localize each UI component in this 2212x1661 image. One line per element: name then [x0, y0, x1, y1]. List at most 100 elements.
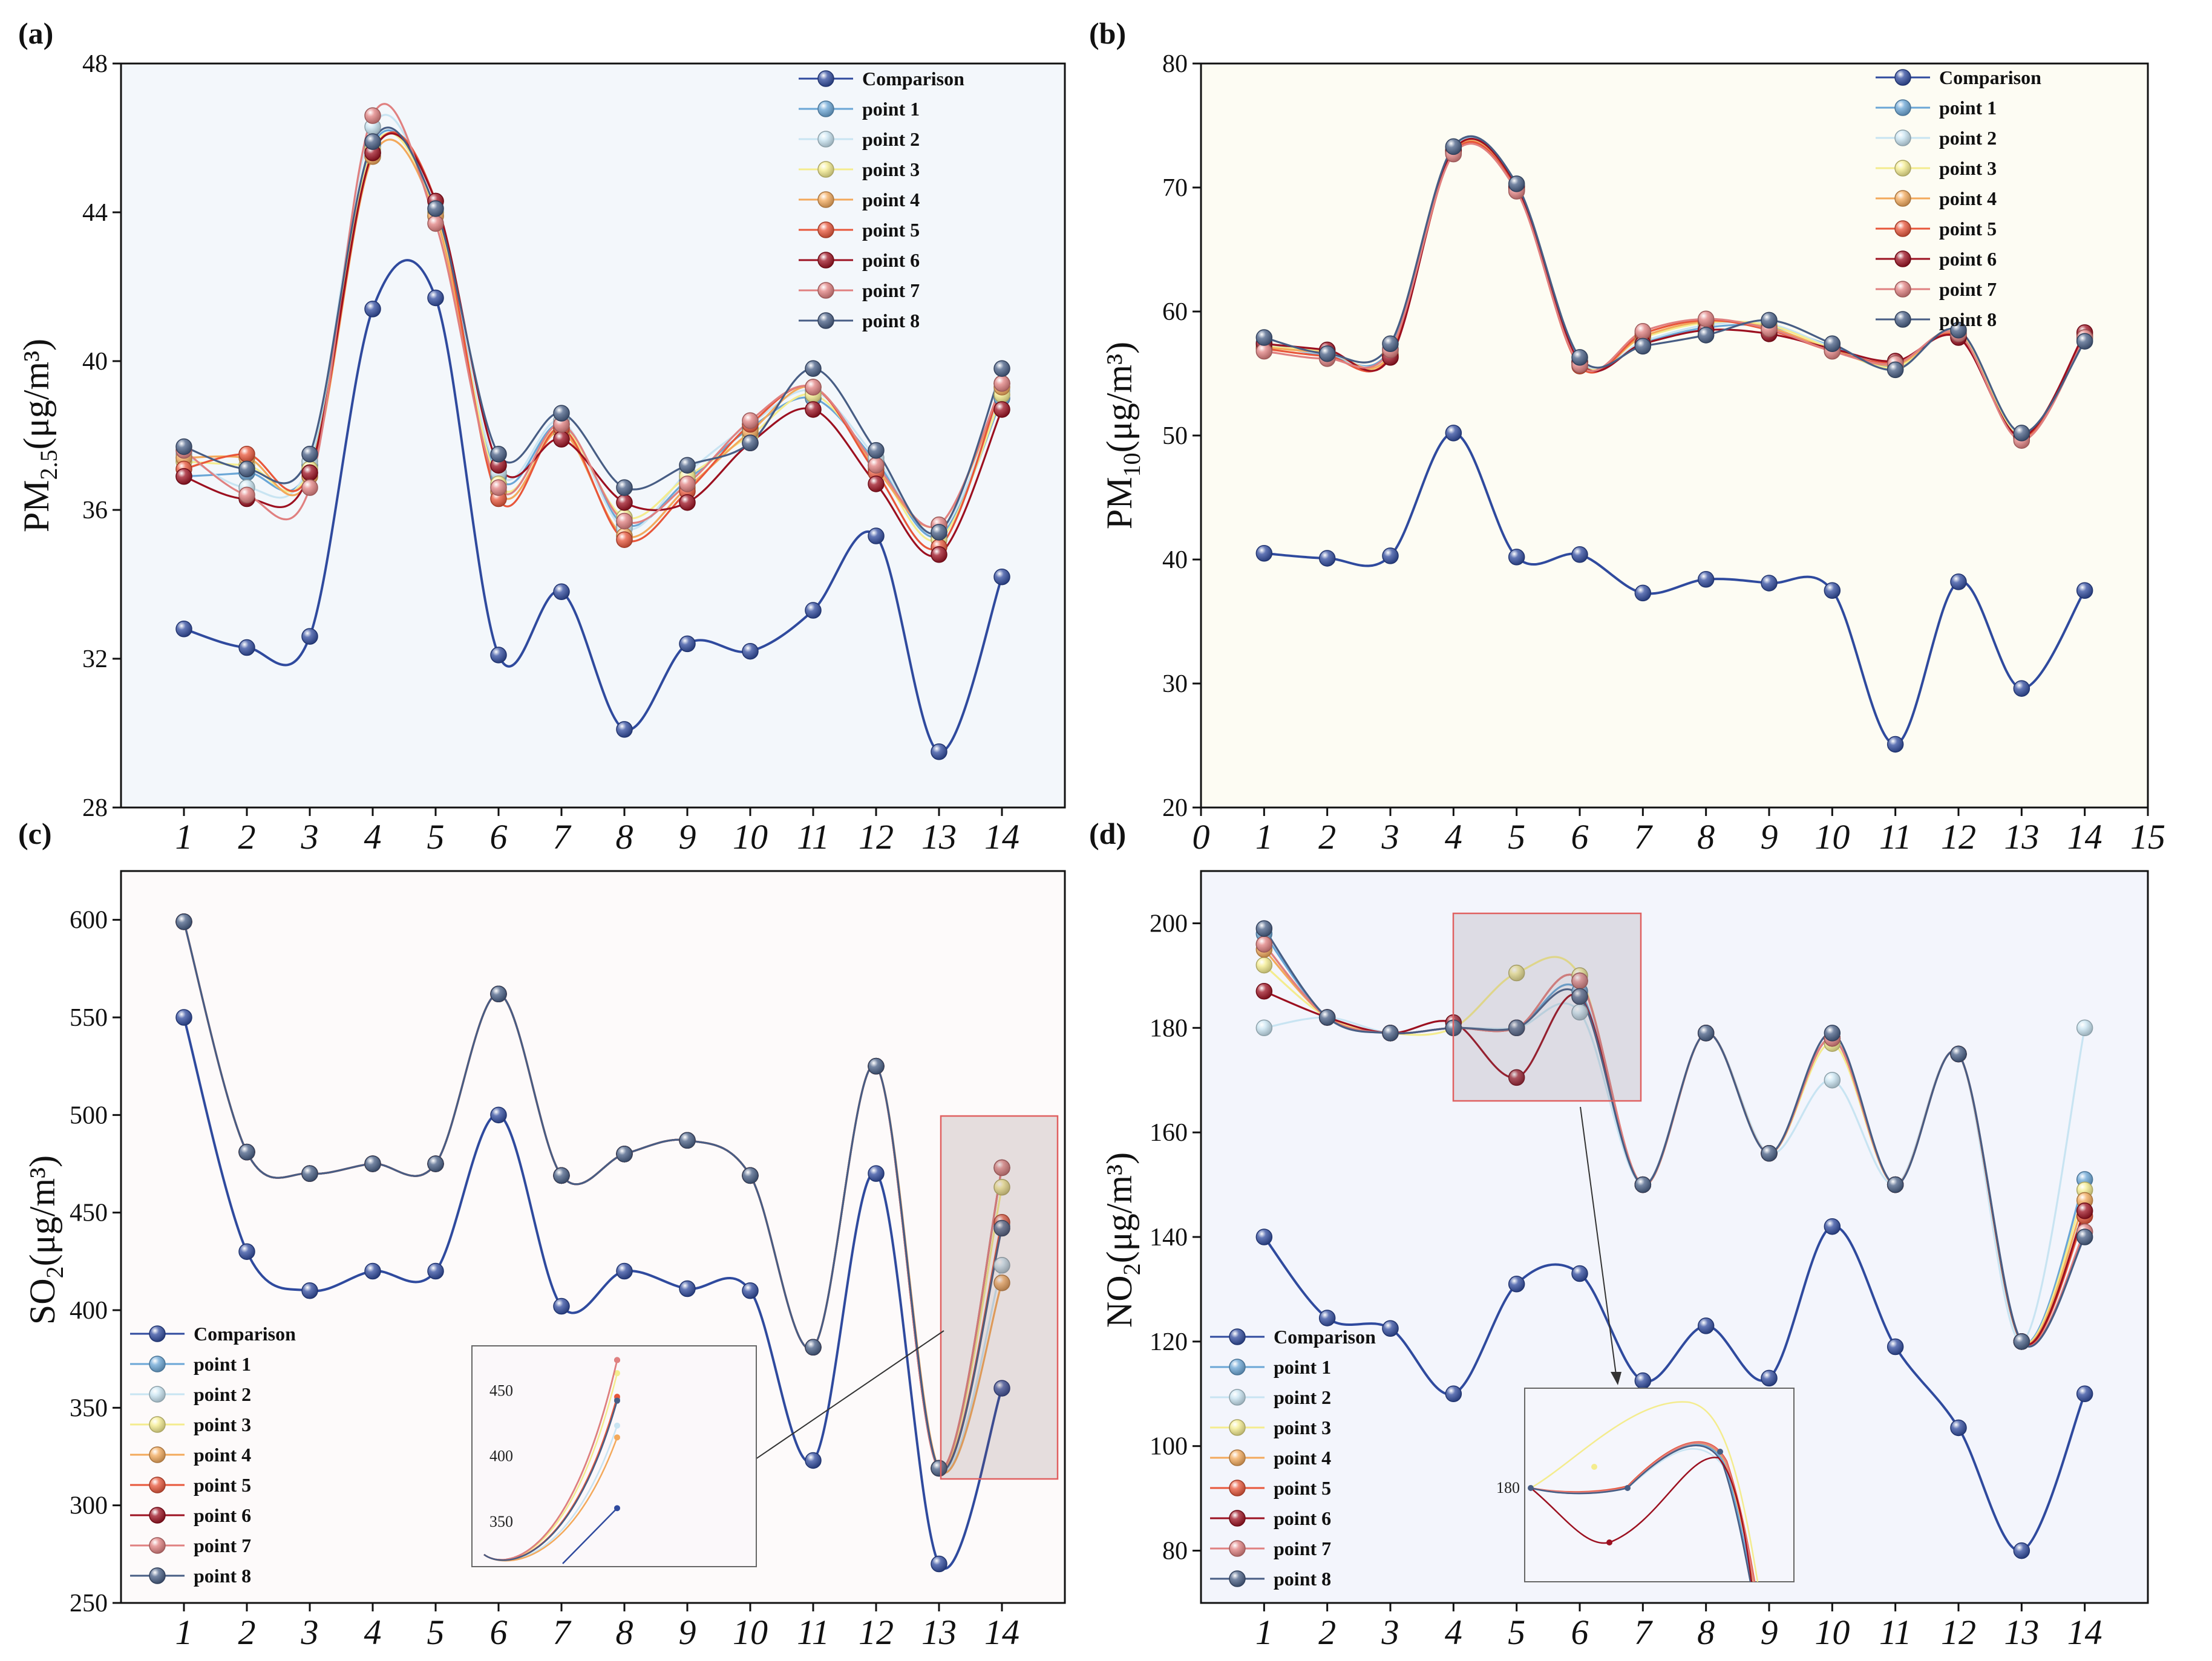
data-point	[427, 215, 444, 232]
y-axis-title-main: PM	[16, 480, 56, 532]
data-point	[1950, 1045, 1967, 1063]
inset-tick-label: 400	[489, 1447, 513, 1465]
x-tick-label: 11	[1879, 1613, 1912, 1652]
data-point	[364, 1262, 381, 1280]
legend: Comparison point 1 point 2 point 3 point 4 po…	[1876, 67, 2041, 330]
x-tick-label: 6	[490, 1613, 508, 1652]
data-point	[868, 1165, 885, 1182]
legend-marker	[149, 1356, 166, 1372]
plot-frame	[1200, 62, 2149, 809]
data-point	[1255, 920, 1273, 937]
legend-entry: Comparison	[1274, 1326, 1376, 1348]
data-point	[1950, 322, 1967, 339]
y-tick-label: 70	[1162, 174, 1188, 202]
data-point	[616, 1262, 633, 1280]
legend-entry: point 5	[862, 219, 920, 241]
data-point	[1824, 1071, 1841, 1089]
inset-series-line	[1530, 1401, 1759, 1582]
data-point	[1318, 1310, 1336, 1327]
data-point	[1318, 1009, 1336, 1026]
data-point	[301, 1165, 318, 1182]
x-tick-label: 0	[1193, 817, 1210, 857]
legend-marker	[817, 312, 834, 329]
data-point	[868, 527, 885, 544]
y-tick-label: 20	[1162, 794, 1188, 822]
data-point	[427, 289, 444, 307]
x-tick-label: 1	[175, 1613, 193, 1652]
inset-tick-label: 180	[1496, 1479, 1520, 1496]
y-tick-label: 350	[70, 1394, 108, 1422]
data-point	[2013, 1542, 2030, 1559]
legend-entry: point 8	[862, 310, 920, 331]
data-point	[1886, 1338, 1904, 1356]
x-tick-label: 2	[238, 817, 256, 857]
x-tick-label: 13	[921, 1613, 957, 1652]
data-point	[616, 531, 633, 548]
y-tick-label: 40	[1162, 546, 1188, 574]
legend-marker	[1894, 311, 1911, 328]
inset-series-line	[1530, 1444, 1752, 1582]
legend-marker	[149, 1325, 166, 1342]
data-point	[1634, 338, 1652, 355]
x-tick-label: 6	[1571, 1613, 1589, 1652]
data-point	[301, 479, 318, 496]
data-point	[993, 1219, 1010, 1237]
inset-series-line	[1530, 1457, 1753, 1582]
data-point	[175, 913, 192, 930]
y-tick-label: 100	[1150, 1433, 1188, 1461]
data-point	[1634, 323, 1652, 340]
x-tick-label: 14	[984, 1613, 1019, 1652]
x-tick-label: 11	[797, 1613, 830, 1652]
legend-entry: point 6	[1939, 248, 1997, 270]
y-tick-label: 300	[70, 1492, 108, 1520]
panel-label: (a)	[18, 16, 53, 50]
legend-entry: point 8	[1274, 1568, 1331, 1590]
legend-marker	[1894, 160, 1911, 177]
series-line-point-7	[183, 103, 1003, 528]
data-point	[364, 301, 381, 318]
data-point	[175, 438, 192, 455]
legend-marker	[149, 1416, 166, 1433]
legend-entry: point 7	[1274, 1538, 1331, 1559]
legend-marker	[1894, 190, 1911, 207]
legend-entry: point 4	[1939, 188, 1997, 209]
legend-marker	[149, 1446, 166, 1463]
x-tick-label: 4	[1445, 817, 1462, 857]
inset-data-point	[1625, 1485, 1631, 1491]
x-tick-label: 11	[797, 817, 830, 857]
highlight-box	[1452, 912, 1642, 1102]
data-point	[1255, 1019, 1273, 1037]
legend-marker	[817, 100, 834, 117]
legend-entry: point 4	[194, 1444, 251, 1466]
data-point	[1571, 1265, 1588, 1282]
legend-marker	[1894, 250, 1911, 267]
x-tick-label: 13	[921, 817, 957, 857]
data-point	[1697, 1025, 1715, 1042]
y-axis-title-subscript: 10	[1118, 452, 1145, 477]
data-point	[868, 442, 885, 459]
data-point	[301, 628, 318, 645]
data-point	[805, 401, 822, 418]
x-tick-label: 10	[1814, 817, 1850, 857]
data-point	[742, 642, 759, 660]
inset-frame	[1524, 1388, 1795, 1582]
legend-entry: point 7	[1939, 278, 1997, 300]
inset-tick-label: 350	[489, 1513, 513, 1530]
plot-background	[1201, 64, 2148, 808]
data-point	[364, 133, 381, 150]
data-point	[616, 494, 633, 511]
data-point	[175, 1009, 192, 1026]
x-tick-label: 8	[616, 817, 633, 857]
legend-entry: point 1	[194, 1353, 251, 1375]
data-point	[2013, 680, 2030, 697]
legend-entry: point 4	[1274, 1447, 1331, 1469]
data-point	[2013, 1333, 2030, 1350]
legend-marker	[149, 1537, 166, 1554]
data-point	[1382, 1320, 1399, 1337]
x-tick-label: 10	[1814, 1613, 1850, 1652]
data-point	[490, 1106, 507, 1124]
data-point	[364, 107, 381, 124]
data-point	[805, 1339, 822, 1356]
legend: Comparison point 1 point 2 point 3 point 4 po…	[130, 1323, 296, 1587]
